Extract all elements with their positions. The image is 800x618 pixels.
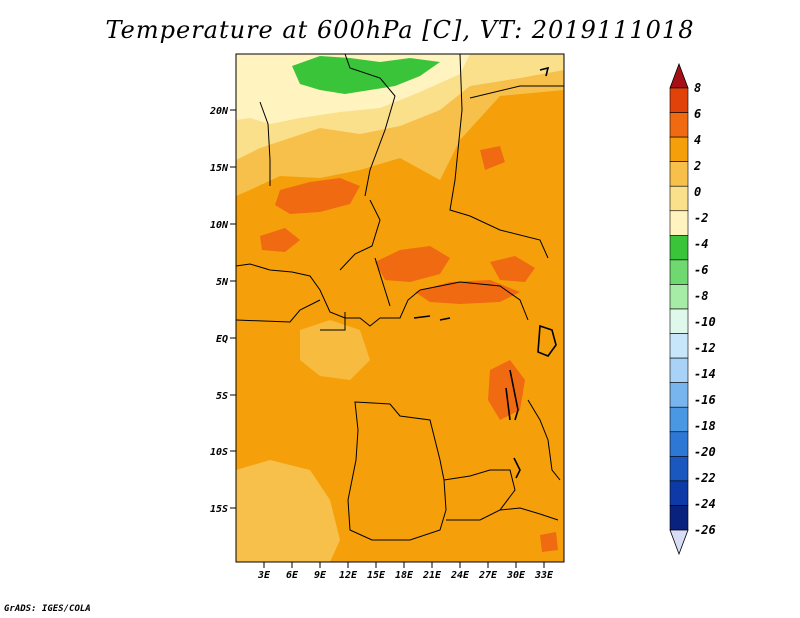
lat-tick-label: 5N [216,277,229,288]
field-4-to-6-b [375,246,450,282]
field-4-to-6-a [275,178,360,214]
lon-tick-label: 15E [367,570,386,581]
lon-tick-label: 6E [286,570,299,581]
field-0-to-2-coast [300,320,370,380]
colorbar-cell [669,456,689,482]
colorbar-label: 0 [694,185,701,199]
credit-text: GrADS: IGES/COLA [4,604,91,614]
colorbar-cell [669,161,689,187]
field-0-to-2-south [236,460,340,562]
lon-tick-label: 33E [534,570,554,581]
colorbar-label: 4 [694,133,701,147]
lat-tick-label: 15N [210,163,229,174]
lon-tick-label: 30E [506,570,526,581]
colorbar-cell [669,357,689,383]
lat-tick-label: 15S [210,504,228,515]
colorbar-label: -20 [694,445,716,459]
colorbar-label: 8 [694,81,701,95]
field-4-to-6-g [260,228,300,252]
lat-tick-label: 5S [216,391,228,402]
colorbar-label: -2 [694,211,708,225]
colorbar-label: -14 [694,367,716,381]
colorbar-cell [669,210,689,236]
field-4-to-6-e [480,146,505,170]
colorbar-label: -22 [694,471,716,485]
lon-tick-label: 9E [314,570,327,581]
lat-tick-label: 10S [210,447,228,458]
colorbar-cell [669,308,689,334]
colorbar-label: -6 [694,263,708,277]
map-title: Temperature at 600hPa [C], VT: 201911101… [105,16,695,44]
lat-tick-label: 20N [209,106,229,117]
lon-tick-label: 24E [450,570,470,581]
colorbar-label: -8 [694,289,708,303]
lon-tick-label: 27E [478,570,498,581]
lat-tick-label: EQ [216,334,228,345]
colorbar-cell [669,382,689,408]
colorbar-cell [669,259,689,285]
colorbar-cell [669,333,689,359]
colorbar-label: -16 [694,393,716,407]
colorbar-cell [669,480,689,506]
colorbar-cell [669,431,689,457]
colorbar-label: -26 [694,523,716,537]
colorbar-cell [669,505,689,531]
latitude-axis: 20N 15N 10N 5N EQ 5S 10S 15S [209,106,236,515]
colorbar-label: 6 [694,107,701,121]
lat-tick-label: 10N [210,220,229,231]
colorbar-label: -18 [694,419,716,433]
colorbar-cell [669,136,689,162]
field-4-to-6-h [540,532,558,552]
colorbar: 8 6 4 2 0 -2 -4 -6 -8 -10 -12 -14 -16 -1… [669,62,716,556]
temperature-field [236,54,564,562]
field-4-to-6-d [490,256,535,282]
borders [236,54,564,541]
colorbar-cell [669,284,689,310]
colorbar-label: 2 [693,159,701,173]
lon-tick-label: 12E [339,570,358,581]
colorbar-cell [669,185,689,212]
colorbar-cell [669,406,689,433]
colorbar-cell [669,87,689,113]
longitude-axis: 3E 6E 9E 12E 15E 18E 21E 24E 27E 30E 33E [257,562,554,581]
lon-tick-label: 3E [257,570,271,581]
field-minus6-to-minus4 [292,56,440,94]
lon-tick-label: 21E [422,570,442,581]
colorbar-label: -12 [694,341,716,355]
colorbar-label: -24 [694,497,716,511]
colorbar-label: -10 [694,315,716,329]
colorbar-cell [669,235,689,261]
lon-tick-label: 18E [395,570,414,581]
colorbar-min-arrow [669,529,689,556]
lakes [413,66,557,479]
map-frame [235,53,565,563]
colorbar-label: -4 [694,237,708,251]
colorbar-max-arrow [669,62,689,89]
colorbar-cell [669,112,689,138]
